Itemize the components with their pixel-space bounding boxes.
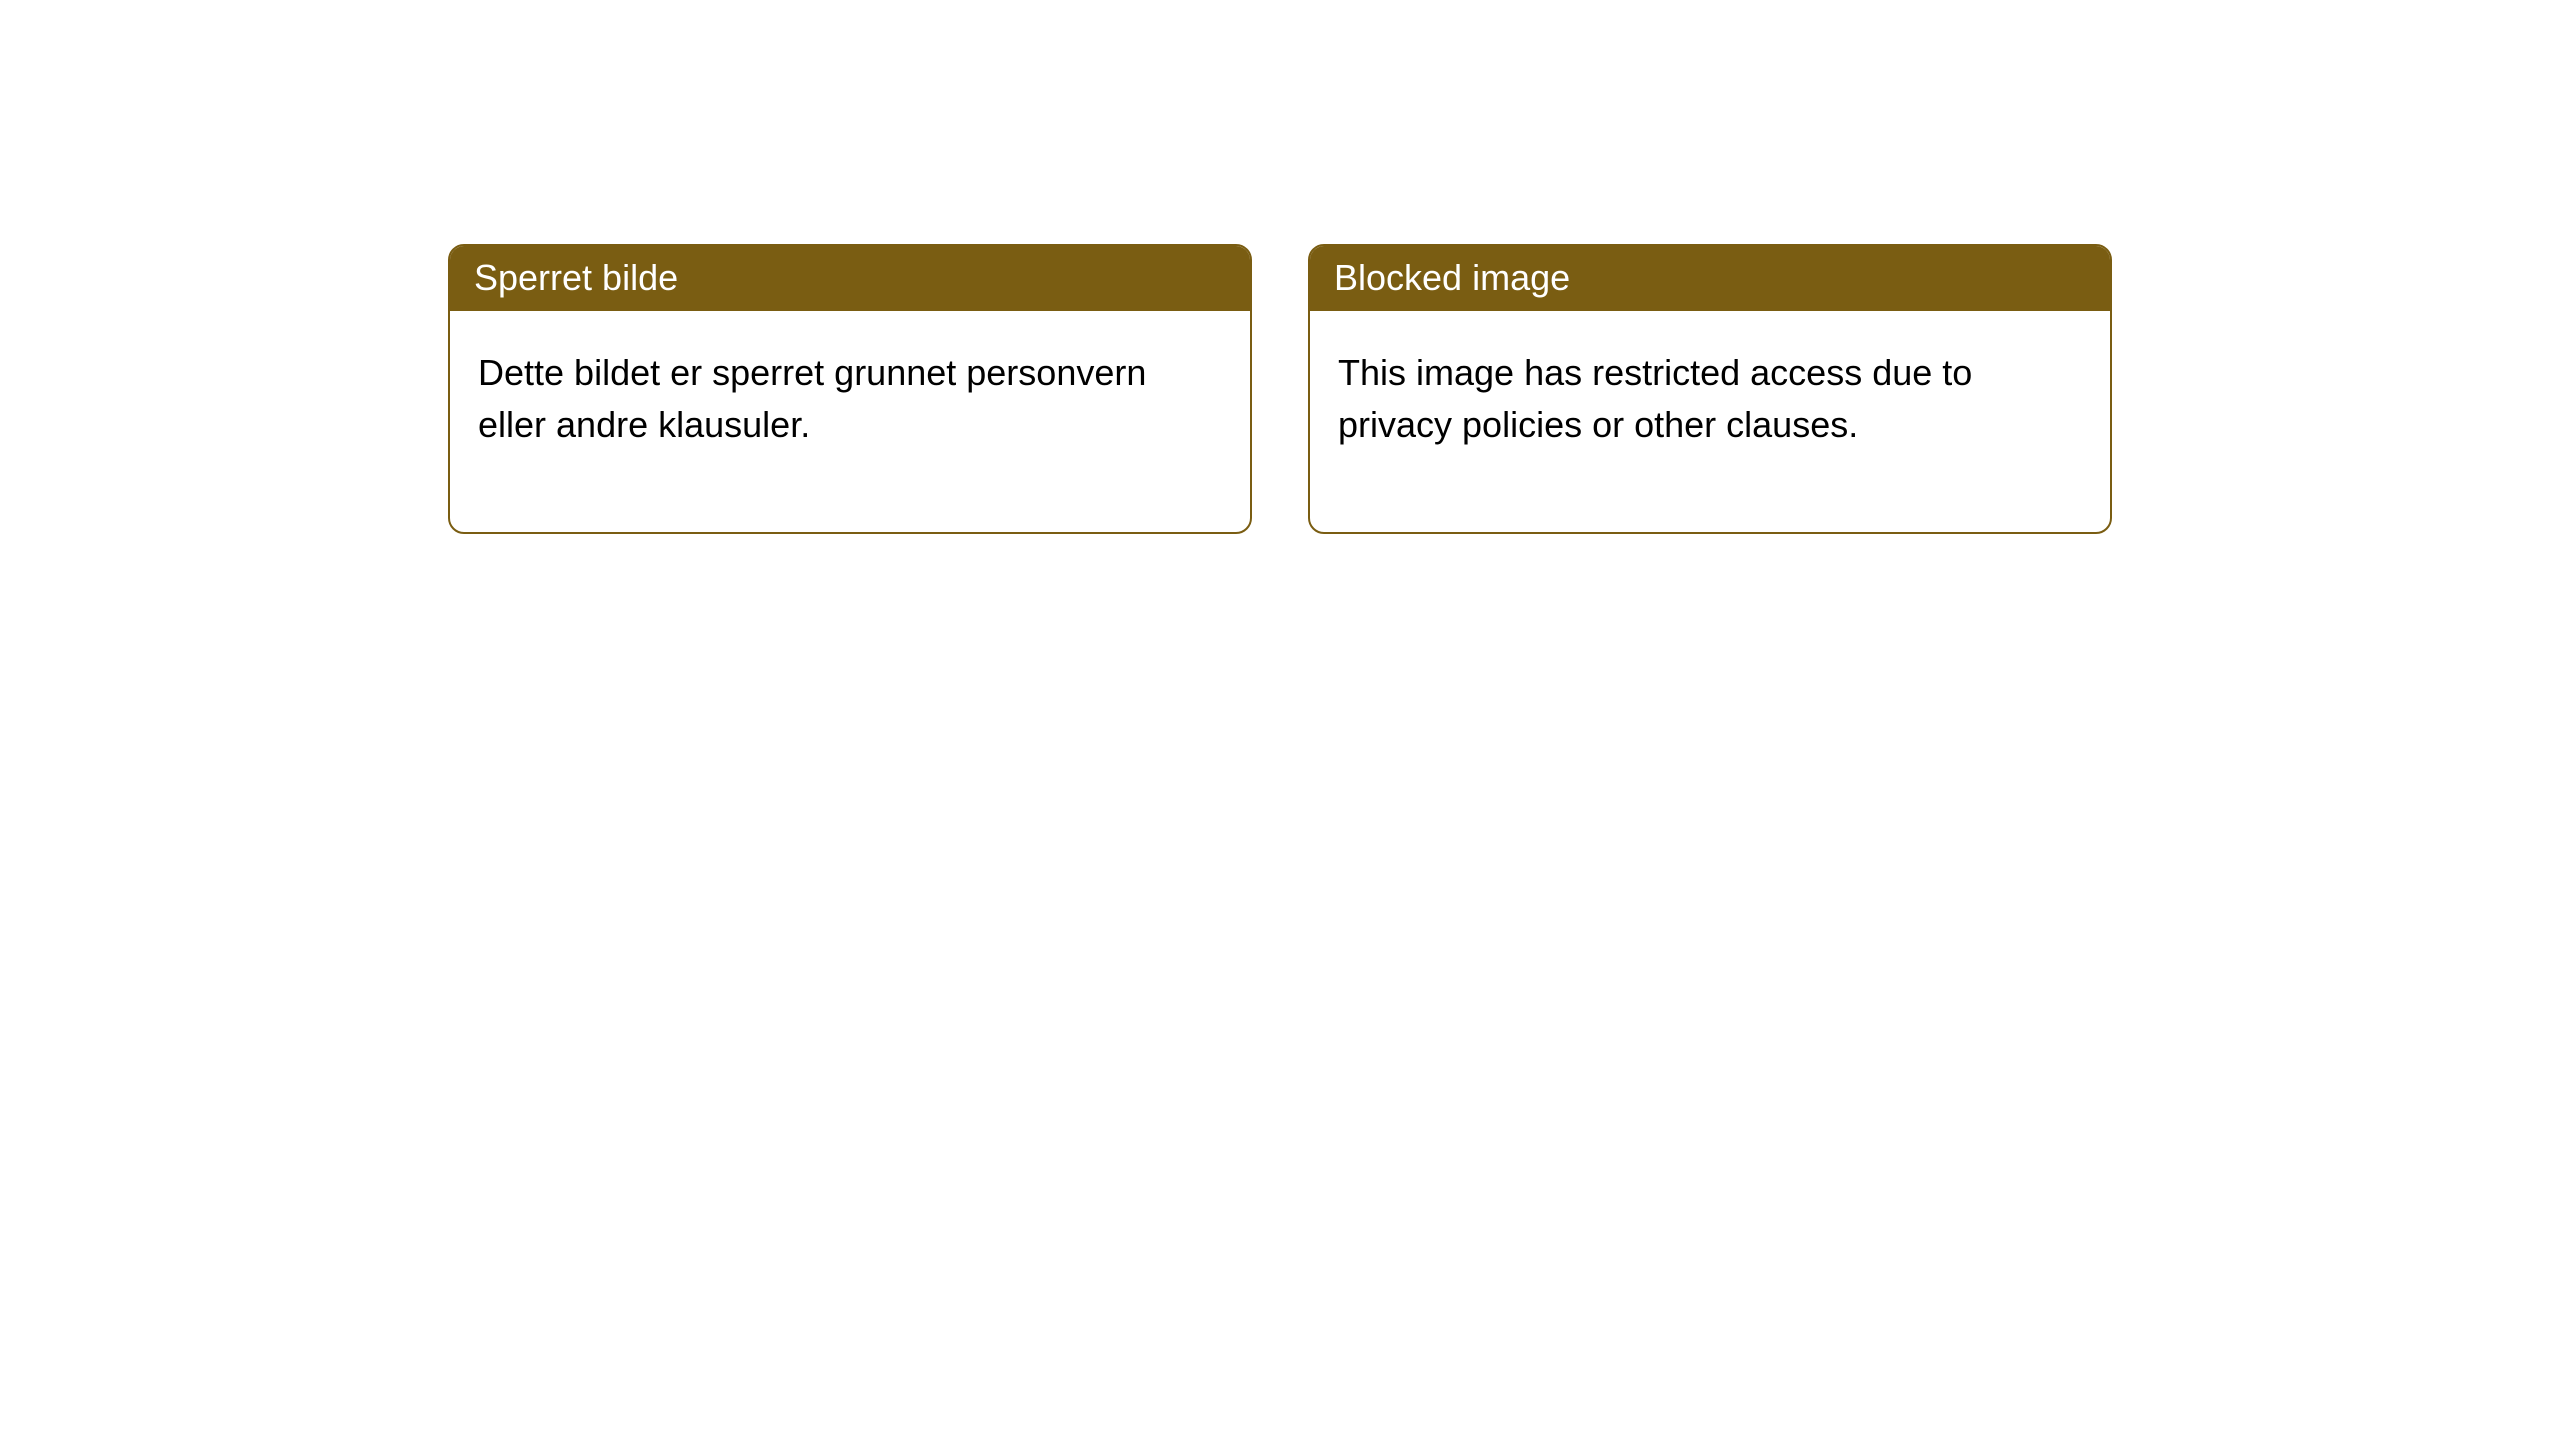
notice-title: Blocked image — [1310, 246, 2110, 311]
notice-box-english: Blocked image This image has restricted … — [1308, 244, 2112, 534]
notice-box-norwegian: Sperret bilde Dette bildet er sperret gr… — [448, 244, 1252, 534]
notice-body: Dette bildet er sperret grunnet personve… — [450, 311, 1250, 531]
notice-container: Sperret bilde Dette bildet er sperret gr… — [448, 244, 2112, 534]
notice-title: Sperret bilde — [450, 246, 1250, 311]
notice-body: This image has restricted access due to … — [1310, 311, 2110, 531]
